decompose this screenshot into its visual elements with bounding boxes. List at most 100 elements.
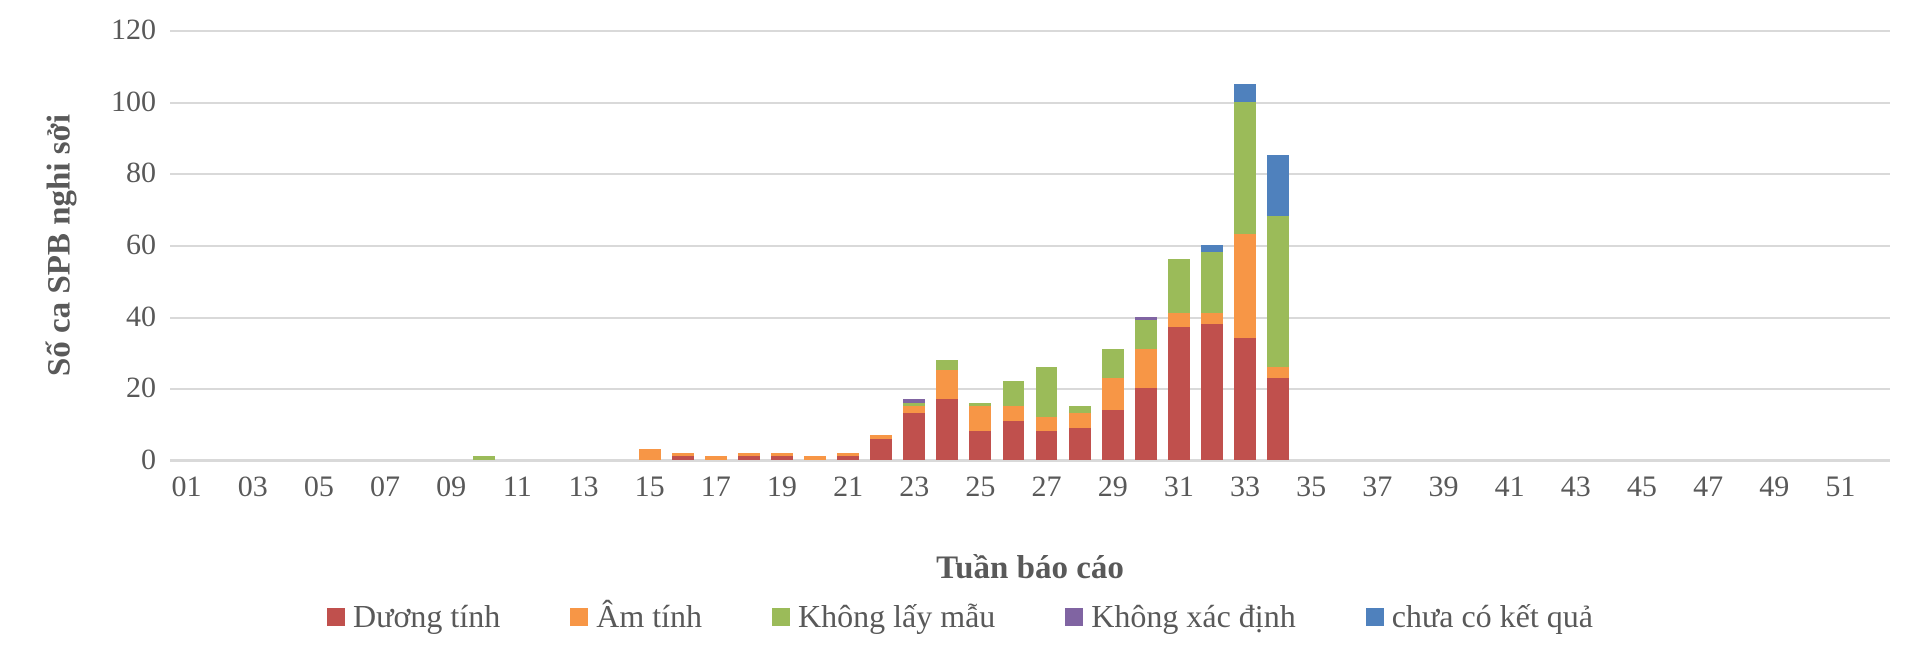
bar-seg-am_tinh <box>804 456 826 460</box>
bar-seg-duong_tinh <box>1135 388 1157 460</box>
bar-seg-am_tinh <box>1267 367 1289 378</box>
x-tick-label: 47 <box>1693 460 1723 504</box>
bar-seg-am_tinh <box>870 435 892 439</box>
bar-seg-khong_xac_dinh <box>1135 317 1157 321</box>
bar-seg-duong_tinh <box>1168 327 1190 460</box>
x-tick-label: 13 <box>568 460 598 504</box>
x-tick-label: 19 <box>767 460 797 504</box>
bar-seg-duong_tinh <box>969 431 991 460</box>
bar-week-20 <box>804 456 826 460</box>
x-tick-label: 27 <box>1032 460 1062 504</box>
bar-seg-am_tinh <box>1069 413 1091 427</box>
legend-item-duong_tinh: Dương tính <box>327 598 500 635</box>
legend-label: Không lấy mẫu <box>798 598 995 635</box>
bar-seg-duong_tinh <box>1234 338 1256 460</box>
x-tick-label: 49 <box>1759 460 1789 504</box>
bar-week-15 <box>639 449 661 460</box>
bar-seg-duong_tinh <box>903 413 925 460</box>
gridline <box>170 245 1890 247</box>
bar-seg-chua_co_kq <box>1201 245 1223 252</box>
y-tick-label: 80 <box>126 156 170 190</box>
x-tick-label: 37 <box>1362 460 1392 504</box>
bar-seg-duong_tinh <box>1003 421 1025 460</box>
bar-seg-duong_tinh <box>672 456 694 460</box>
legend-swatch-icon <box>1065 608 1083 626</box>
bar-seg-khong_lay_mau <box>1036 367 1058 417</box>
y-tick-label: 0 <box>141 443 170 477</box>
x-tick-label: 17 <box>701 460 731 504</box>
bar-seg-chua_co_kq <box>1234 84 1256 102</box>
bar-seg-khong_lay_mau <box>1201 252 1223 313</box>
legend-swatch-icon <box>772 608 790 626</box>
bar-seg-am_tinh <box>1234 234 1256 338</box>
bar-seg-khong_lay_mau <box>1135 320 1157 349</box>
bar-seg-khong_lay_mau <box>1234 102 1256 235</box>
bar-week-30 <box>1135 317 1157 460</box>
bar-seg-am_tinh <box>639 449 661 460</box>
x-tick-label: 35 <box>1296 460 1326 504</box>
y-axis-title: Số ca SPB nghi sởi <box>42 114 79 376</box>
gridline <box>170 388 1890 390</box>
bar-seg-duong_tinh <box>738 456 760 460</box>
bar-week-27 <box>1036 367 1058 460</box>
y-tick-label: 60 <box>126 228 170 262</box>
x-tick-label: 43 <box>1561 460 1591 504</box>
x-tick-label: 31 <box>1164 460 1194 504</box>
x-tick-label: 33 <box>1230 460 1260 504</box>
bar-week-28 <box>1069 406 1091 460</box>
bar-seg-duong_tinh <box>1102 410 1124 460</box>
legend-label: chưa có kết quả <box>1392 598 1593 635</box>
gridline <box>170 30 1890 32</box>
bar-seg-duong_tinh <box>1036 431 1058 460</box>
legend-item-khong_xac_dinh: Không xác định <box>1065 598 1295 635</box>
x-tick-label: 03 <box>238 460 268 504</box>
bar-week-26 <box>1003 381 1025 460</box>
x-tick-label: 39 <box>1428 460 1458 504</box>
bar-seg-am_tinh <box>672 453 694 457</box>
x-tick-label: 45 <box>1627 460 1657 504</box>
x-axis-title: Tuần báo cáo <box>936 550 1124 587</box>
legend-swatch-icon <box>327 608 345 626</box>
bar-week-29 <box>1102 349 1124 460</box>
x-tick-label: 07 <box>370 460 400 504</box>
legend-label: Không xác định <box>1091 598 1295 635</box>
legend-item-chua_co_kq: chưa có kết quả <box>1366 598 1593 635</box>
gridline <box>170 317 1890 319</box>
bar-seg-duong_tinh <box>1201 324 1223 460</box>
bar-seg-khong_lay_mau <box>969 403 991 407</box>
x-tick-label: 29 <box>1098 460 1128 504</box>
bar-seg-khong_lay_mau <box>1267 216 1289 367</box>
legend: Dương tính Âm tính Không lấy mẫu Không xác … <box>0 598 1920 635</box>
bar-seg-am_tinh <box>969 406 991 431</box>
bar-seg-chua_co_kq <box>1267 155 1289 216</box>
bar-seg-duong_tinh <box>936 399 958 460</box>
bar-seg-am_tinh <box>738 453 760 457</box>
bar-week-31 <box>1168 259 1190 460</box>
bar-seg-khong_lay_mau <box>1168 259 1190 313</box>
x-tick-label: 51 <box>1825 460 1855 504</box>
bar-seg-khong_lay_mau <box>1003 381 1025 406</box>
legend-label: Âm tính <box>596 598 702 635</box>
bar-week-25 <box>969 403 991 460</box>
bar-seg-am_tinh <box>1135 349 1157 388</box>
bar-seg-am_tinh <box>771 453 793 457</box>
bar-week-16 <box>672 453 694 460</box>
y-tick-label: 20 <box>126 371 170 405</box>
y-tick-label: 120 <box>111 13 170 47</box>
bar-seg-am_tinh <box>1168 313 1190 327</box>
x-tick-label: 01 <box>172 460 202 504</box>
x-tick-label: 09 <box>436 460 466 504</box>
bar-week-33 <box>1234 84 1256 460</box>
bar-week-10 <box>473 456 495 460</box>
bar-seg-khong_lay_mau <box>1069 406 1091 413</box>
bar-seg-am_tinh <box>903 406 925 413</box>
bar-seg-am_tinh <box>1201 313 1223 324</box>
bar-week-32 <box>1201 245 1223 460</box>
bar-seg-am_tinh <box>837 453 859 457</box>
bar-seg-duong_tinh <box>1069 428 1091 460</box>
gridline <box>170 173 1890 175</box>
x-tick-label: 41 <box>1495 460 1525 504</box>
plot-area: 0204060801001200103050709111315171921232… <box>170 30 1890 460</box>
bar-seg-am_tinh <box>1102 378 1124 410</box>
stacked-bar-chart: 0204060801001200103050709111315171921232… <box>0 0 1920 649</box>
